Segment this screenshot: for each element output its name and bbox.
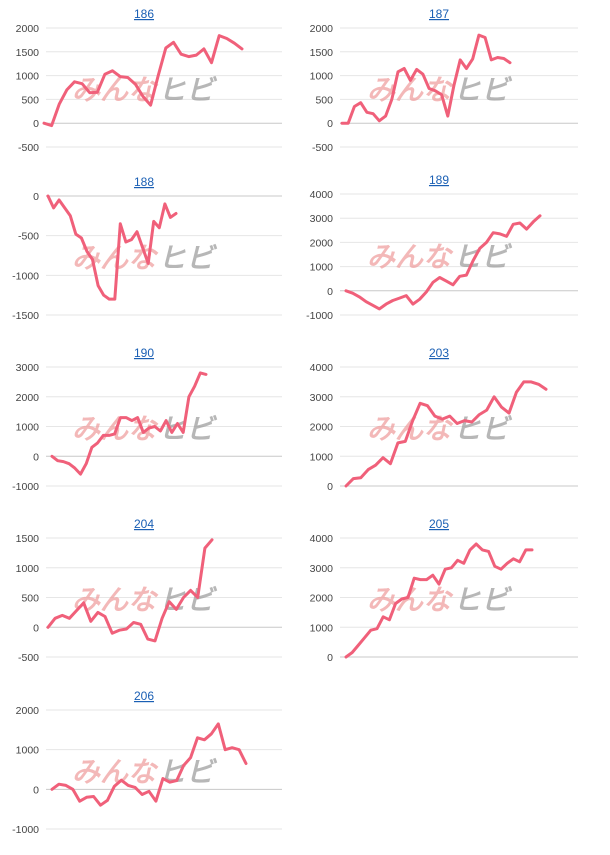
- y-tick-label: -1500: [12, 310, 39, 322]
- y-tick-label: 3000: [310, 213, 334, 225]
- chart-title-link[interactable]: 189: [429, 173, 449, 187]
- y-tick-label: 1500: [16, 533, 40, 545]
- y-tick-label: -1000: [12, 270, 39, 282]
- series-line: [50, 722, 248, 807]
- chart-panel-205: 4000 3000 2000 1000 0 みんな ヒビ 205: [298, 512, 590, 672]
- chart-panel-206: 2000 1000 0 -1000 みんな ヒビ 206: [0, 683, 292, 843]
- y-tick-label: 0: [33, 118, 39, 130]
- y-tick-label: 1000: [16, 563, 40, 575]
- y-tick-label: 1000: [310, 622, 334, 634]
- y-tick-label: 1000: [16, 71, 40, 83]
- watermark-logo: ヒビ: [158, 243, 218, 274]
- y-tick-label: -1000: [12, 824, 39, 836]
- chart-panel-204: 1500 1000 500 0 -500 みんな ヒビ 204: [0, 512, 292, 672]
- chart-panel-189: 4000 3000 2000 1000 0 -1000 みんな ヒビ 189: [298, 170, 590, 330]
- series-line: [46, 194, 178, 301]
- chart-title-link[interactable]: 205: [429, 517, 449, 531]
- series-line: [340, 33, 512, 125]
- series-line: [344, 380, 548, 488]
- chart-title-link[interactable]: 206: [134, 689, 154, 703]
- y-tick-label: 0: [327, 481, 333, 493]
- watermark-logo: ヒビ: [453, 585, 513, 616]
- chart-panel-187: 2000 1500 1000 500 0 -500 みんな ヒビ 187: [298, 0, 590, 160]
- y-tick-label: -500: [18, 652, 39, 664]
- y-tick-label: 1500: [16, 47, 40, 59]
- y-tick-label: 2000: [310, 422, 334, 434]
- series-line: [46, 538, 214, 643]
- chart-panel-186: 2000 1500 1000 500 0 -500 みんな ヒビ 186: [0, 0, 292, 160]
- y-tick-label: 4000: [310, 533, 334, 545]
- watermark-logo: ヒビ: [453, 75, 513, 106]
- chart-title-link[interactable]: 204: [134, 517, 154, 531]
- y-tick-label: 500: [21, 94, 39, 106]
- chart-panel-190: 3000 2000 1000 0 -1000 みんな ヒビ 190: [0, 341, 292, 501]
- y-tick-label: -1000: [12, 481, 39, 493]
- watermark-logo: みんな: [367, 242, 454, 273]
- y-tick-label: -500: [312, 142, 333, 154]
- watermark-logo: みんな: [72, 757, 159, 788]
- y-tick-label: 2000: [310, 593, 334, 605]
- series-line: [344, 542, 534, 659]
- watermark-logo: ヒビ: [453, 414, 513, 445]
- series-line: [344, 214, 542, 311]
- watermark-logo: ヒビ: [158, 585, 218, 616]
- y-tick-label: 0: [327, 118, 333, 130]
- series-line: [42, 34, 244, 128]
- y-tick-label: 0: [327, 286, 333, 298]
- y-tick-label: 1000: [310, 451, 334, 463]
- chart-panel-203: 4000 3000 2000 1000 0 みんな ヒビ 203: [298, 341, 590, 501]
- y-tick-label: 3000: [310, 563, 334, 575]
- watermark-logo: ヒビ: [158, 414, 218, 445]
- chart-panel-188: 0 -500 -1000 -1500 みんな ヒビ 188: [0, 170, 292, 330]
- y-tick-label: 0: [33, 451, 39, 463]
- y-tick-label: 2000: [16, 392, 40, 404]
- y-tick-label: -500: [18, 142, 39, 154]
- y-tick-label: 1000: [310, 262, 334, 274]
- y-tick-label: 1000: [310, 71, 334, 83]
- y-tick-label: 2000: [310, 23, 334, 35]
- y-tick-label: 2000: [16, 705, 40, 717]
- y-tick-label: 1500: [310, 47, 334, 59]
- y-tick-label: 0: [33, 784, 39, 796]
- chart-title-link[interactable]: 190: [134, 346, 154, 360]
- y-tick-label: 500: [315, 94, 333, 106]
- y-tick-label: 3000: [310, 392, 334, 404]
- y-tick-label: -500: [18, 231, 39, 243]
- chart-title-link[interactable]: 187: [429, 7, 449, 21]
- y-tick-label: 0: [33, 191, 39, 203]
- y-tick-label: 1000: [16, 745, 40, 757]
- y-tick-label: 4000: [310, 189, 334, 201]
- chart-title-link[interactable]: 186: [134, 7, 154, 21]
- y-tick-label: 3000: [16, 362, 40, 374]
- y-tick-label: 500: [21, 593, 39, 605]
- watermark-logo: みんな: [72, 585, 159, 616]
- y-tick-label: 4000: [310, 362, 334, 374]
- chart-title-link[interactable]: 188: [134, 175, 154, 189]
- y-tick-label: 0: [327, 652, 333, 664]
- y-tick-label: 2000: [310, 237, 334, 249]
- y-tick-label: 1000: [16, 422, 40, 434]
- y-tick-label: 0: [33, 622, 39, 634]
- y-tick-label: -1000: [306, 310, 333, 322]
- watermark-logo: ヒビ: [158, 75, 218, 106]
- y-tick-label: 2000: [16, 23, 40, 35]
- series-line: [50, 371, 208, 476]
- chart-title-link[interactable]: 203: [429, 346, 449, 360]
- chart-svg-204: 1500 1000 500 0 -500 みんな ヒビ 204: [16, 517, 282, 664]
